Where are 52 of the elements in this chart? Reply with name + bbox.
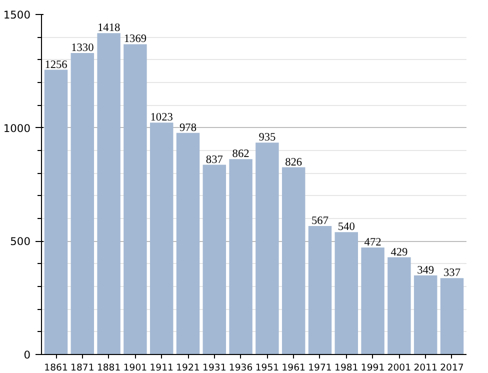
bar xyxy=(44,70,68,354)
data-label: 540 xyxy=(338,221,356,234)
y-tick-label: 1000 xyxy=(3,122,31,135)
x-tick-label: 1911 xyxy=(150,362,174,373)
bar xyxy=(388,257,411,354)
data-label: 429 xyxy=(390,246,408,258)
bar xyxy=(440,278,464,354)
data-label: 837 xyxy=(206,154,224,166)
bar xyxy=(256,142,279,354)
bar xyxy=(414,275,438,354)
bar xyxy=(308,226,332,354)
x-tick-label: 1936 xyxy=(228,362,253,373)
data-label: 978 xyxy=(180,122,197,134)
bar xyxy=(282,167,306,354)
data-label: 567 xyxy=(312,214,329,227)
data-label: 349 xyxy=(417,264,434,276)
bar xyxy=(124,44,147,354)
x-tick-label: 1951 xyxy=(255,362,280,373)
x-tick-label: 2011 xyxy=(414,362,438,373)
x-tick-label: 2001 xyxy=(387,362,412,373)
x-tick-label: 1961 xyxy=(282,362,306,373)
data-label: 1369 xyxy=(124,33,147,46)
y-tick-label: 0 xyxy=(24,348,31,362)
bar xyxy=(229,159,252,354)
data-label: 935 xyxy=(258,132,276,144)
bar xyxy=(176,132,200,354)
y-tick-label: 500 xyxy=(10,235,31,248)
bar xyxy=(202,164,226,354)
bar xyxy=(97,33,120,354)
x-tick-label: 1861 xyxy=(44,362,68,373)
data-label: 1256 xyxy=(44,58,68,71)
data-label: 337 xyxy=(443,267,461,280)
y-tick-label: 1500 xyxy=(3,8,31,22)
data-label: 862 xyxy=(232,148,250,160)
bar xyxy=(334,232,358,354)
x-tick-label: 2017 xyxy=(440,362,464,373)
bar xyxy=(70,53,94,354)
x-tick-label: 1981 xyxy=(334,362,358,373)
x-tick-label: 1971 xyxy=(308,362,332,373)
x-tick-label: 1901 xyxy=(123,362,148,373)
bar xyxy=(150,122,174,354)
x-tick-label: 1871 xyxy=(70,362,94,373)
x-tick-label: 1881 xyxy=(96,362,121,373)
data-label: 1023 xyxy=(150,112,174,124)
data-label: 472 xyxy=(364,236,382,249)
x-tick-label: 1921 xyxy=(176,362,200,373)
x-tick-label: 1931 xyxy=(202,362,226,373)
x-tick-label: 1991 xyxy=(360,362,385,373)
data-label: 1330 xyxy=(71,42,94,54)
data-label: 826 xyxy=(285,156,302,168)
bar xyxy=(361,248,384,354)
data-label: 1418 xyxy=(97,22,120,34)
